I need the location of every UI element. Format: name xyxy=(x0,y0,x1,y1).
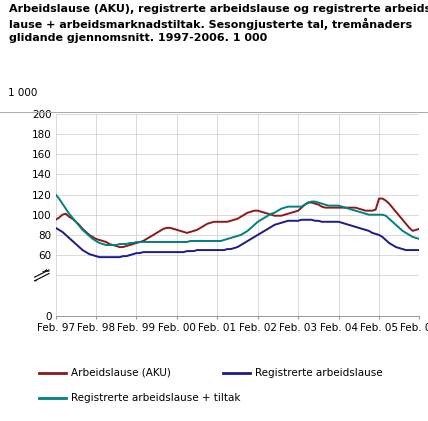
Text: Arbeidslause (AKU), registrerte arbeidslause og registrerte arbeids-
lause + arb: Arbeidslause (AKU), registrerte arbeidsl… xyxy=(9,4,428,43)
Text: Arbeidslause (AKU): Arbeidslause (AKU) xyxy=(71,368,170,378)
Text: Registrerte arbeidslause: Registrerte arbeidslause xyxy=(255,368,382,378)
Text: Registrerte arbeidslause + tiltak: Registrerte arbeidslause + tiltak xyxy=(71,393,240,403)
Text: 1 000: 1 000 xyxy=(8,88,38,98)
Polygon shape xyxy=(30,272,52,279)
